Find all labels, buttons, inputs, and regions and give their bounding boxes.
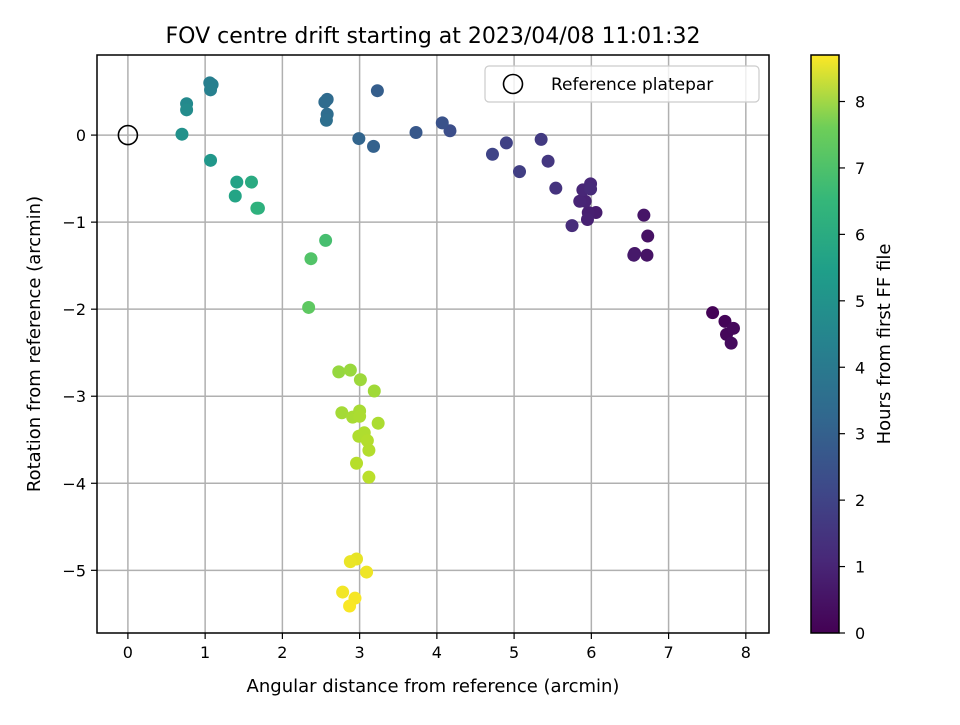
colorbar: 0 1 2 3 4 5 6 7 8 Hours from first FF file	[810, 54, 895, 643]
data-point	[318, 95, 332, 109]
scatter-points	[175, 76, 740, 613]
data-point	[706, 306, 720, 320]
x-tick-label: 6	[586, 643, 596, 662]
x-tick-label: 0	[123, 643, 133, 662]
data-point	[499, 136, 513, 150]
data-point	[353, 373, 367, 387]
y-tick-label: −5	[62, 561, 86, 580]
y-axis-label: Rotation from reference (arcmin)	[24, 196, 45, 492]
legend-box: Reference platepar	[484, 65, 760, 103]
data-point	[367, 139, 381, 153]
data-point	[336, 585, 350, 599]
x-tick-label: 8	[741, 643, 751, 662]
data-point	[343, 555, 357, 569]
data-point	[319, 113, 333, 127]
y-tick-label: 0	[76, 126, 86, 145]
data-point	[370, 84, 384, 98]
plot-frame	[96, 54, 770, 634]
data-point	[319, 233, 333, 247]
x-tick-label: 7	[663, 643, 673, 662]
data-point	[637, 208, 651, 222]
colorbar-tick-label: 4	[855, 358, 865, 377]
data-point	[640, 248, 654, 262]
data-point	[362, 470, 376, 484]
colorbar-frame	[810, 54, 840, 634]
colorbar-tick-label: 2	[855, 491, 865, 510]
reference-platepar-marker	[117, 124, 139, 146]
chart-title: FOV centre drift starting at 2023/04/08 …	[166, 24, 701, 49]
data-point	[175, 127, 189, 141]
data-point	[573, 194, 587, 208]
data-point	[353, 409, 367, 423]
data-point	[534, 132, 548, 146]
colorbar-gradient	[811, 55, 839, 633]
data-point	[435, 116, 449, 130]
data-point	[204, 153, 218, 167]
data-point	[230, 175, 244, 189]
data-point	[541, 154, 555, 168]
data-point	[513, 165, 527, 179]
data-point	[350, 456, 364, 470]
grid-lines	[97, 55, 769, 633]
data-point	[485, 147, 499, 161]
data-point	[352, 132, 366, 146]
data-point	[302, 300, 316, 314]
y-tick-label: −1	[62, 213, 86, 232]
legend-open-circle-icon	[502, 73, 524, 95]
data-point	[335, 406, 349, 420]
x-tick-label: 2	[277, 643, 287, 662]
colorbar-label: Hours from first FF file	[874, 244, 895, 445]
data-point	[180, 103, 194, 117]
data-point	[565, 219, 579, 233]
data-point	[304, 252, 318, 266]
data-point	[549, 181, 563, 195]
data-point	[726, 321, 740, 335]
data-point	[332, 365, 346, 379]
data-point	[584, 182, 598, 196]
legend-entry-label: Reference platepar	[551, 75, 713, 95]
data-point	[343, 599, 357, 613]
colorbar-tick-label: 7	[855, 159, 865, 178]
colorbar-tick-label: 5	[855, 292, 865, 311]
data-point	[244, 175, 258, 189]
data-point	[409, 125, 423, 139]
y-tick-label: −2	[62, 300, 86, 319]
colorbar-tick-label: 0	[855, 624, 865, 643]
x-tick-label: 4	[432, 643, 442, 662]
data-point	[362, 443, 376, 457]
colorbar-tick-label: 3	[855, 425, 865, 444]
colorbar-tick-label: 1	[855, 558, 865, 577]
data-point	[641, 229, 655, 243]
data-point	[228, 189, 242, 203]
colorbar-tick-label: 6	[855, 225, 865, 244]
x-tick-label: 5	[509, 643, 519, 662]
data-point	[367, 384, 381, 398]
data-point	[360, 565, 374, 579]
data-point	[360, 434, 374, 448]
x-axis-ticks: 0 1 2 3 4 5 6 7 8	[123, 633, 751, 662]
data-point	[627, 248, 641, 262]
data-point	[343, 363, 357, 377]
data-point	[371, 416, 385, 430]
x-axis-label: Angular distance from reference (arcmin)	[247, 676, 620, 697]
data-point	[724, 336, 738, 350]
legend-frame	[484, 65, 760, 103]
data-point	[250, 201, 264, 215]
y-tick-label: −4	[62, 474, 86, 493]
x-tick-label: 1	[200, 643, 210, 662]
colorbar-ticks: 0 1 2 3 4 5 6 7 8	[839, 93, 865, 643]
data-point	[204, 83, 218, 97]
x-tick-label: 3	[355, 643, 365, 662]
y-axis-ticks: 0 −1 −2 −3 −4 −5	[62, 126, 97, 580]
colorbar-tick-label: 8	[855, 93, 865, 112]
data-point	[580, 213, 594, 227]
y-tick-label: −3	[62, 387, 86, 406]
